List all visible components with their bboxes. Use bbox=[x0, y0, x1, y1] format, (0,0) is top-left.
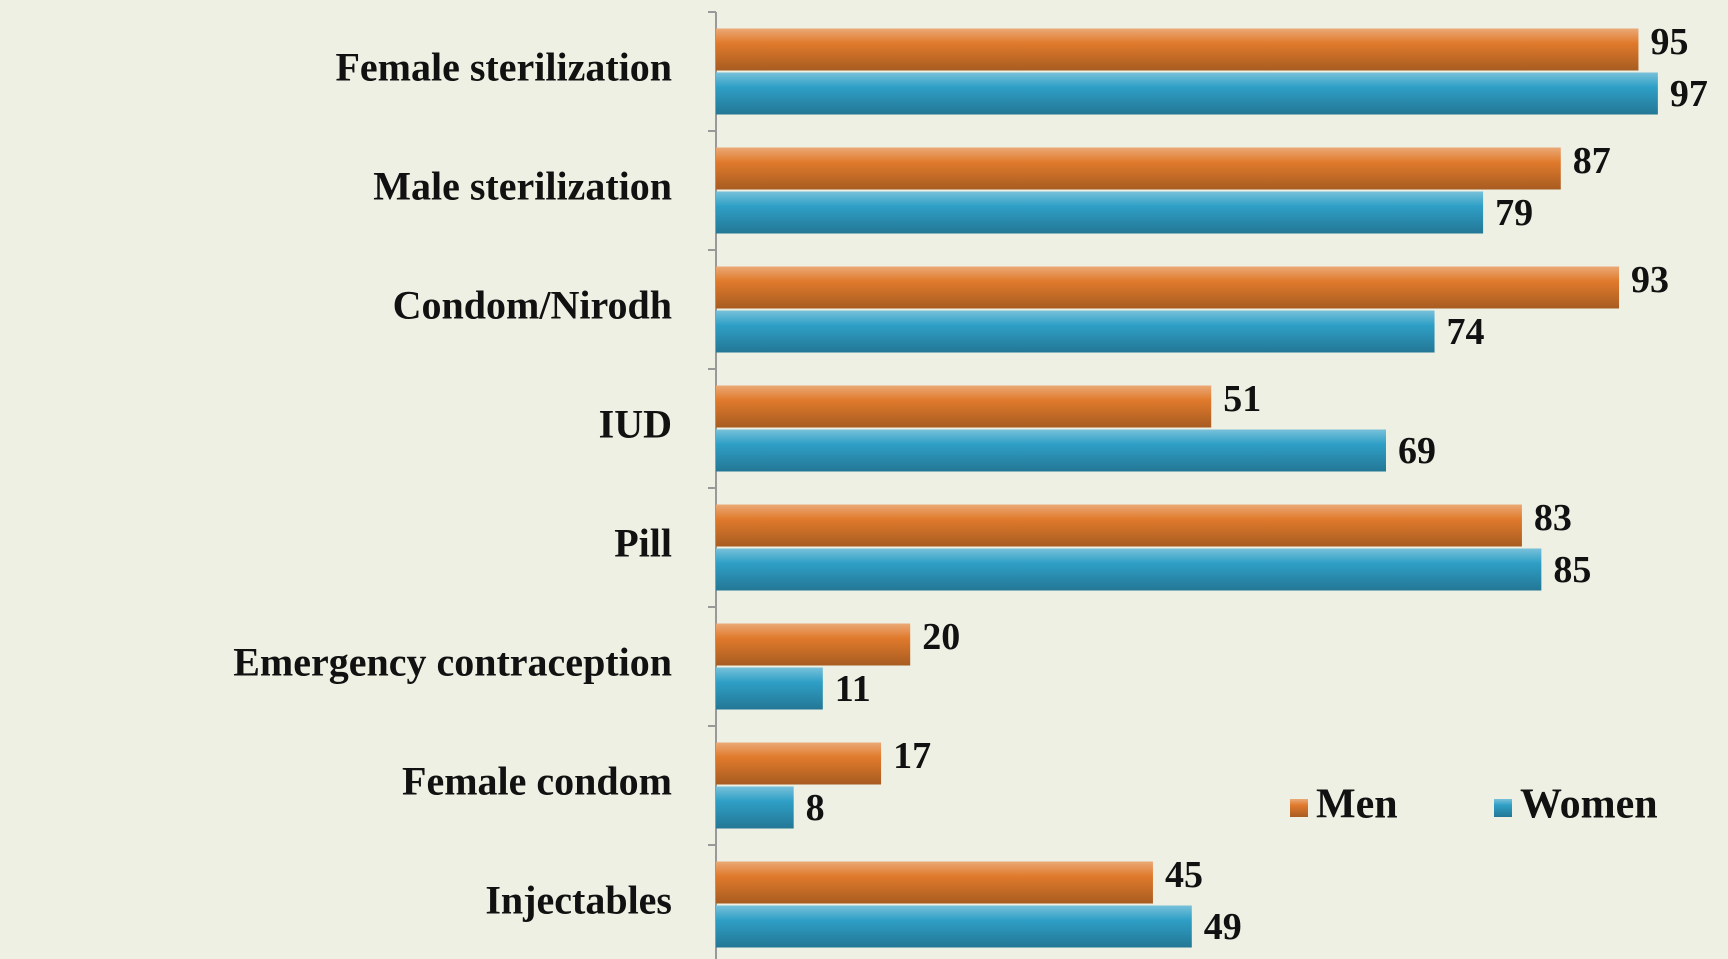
bar bbox=[716, 28, 1639, 71]
value-label: 49 bbox=[1204, 906, 1242, 948]
value-label: 95 bbox=[1650, 21, 1688, 63]
value-label: 20 bbox=[922, 616, 960, 658]
value-label: 83 bbox=[1534, 497, 1572, 539]
value-label: 85 bbox=[1553, 549, 1591, 591]
bar bbox=[716, 667, 823, 710]
y-tick-label: Injectables bbox=[485, 878, 672, 923]
bar bbox=[716, 385, 1212, 428]
y-tick-label: Male sterilization bbox=[373, 164, 672, 209]
value-label: 93 bbox=[1631, 259, 1669, 301]
bar bbox=[716, 623, 911, 666]
legend-swatch bbox=[1494, 799, 1512, 817]
y-tick-label: Emergency contraception bbox=[233, 640, 672, 685]
bar bbox=[716, 786, 794, 829]
bar bbox=[716, 861, 1153, 904]
value-label: 45 bbox=[1165, 854, 1203, 896]
value-label: 51 bbox=[1223, 378, 1261, 420]
value-label: 69 bbox=[1398, 430, 1436, 472]
bar bbox=[716, 742, 882, 785]
value-label: 97 bbox=[1670, 73, 1708, 115]
value-label: 17 bbox=[893, 735, 931, 777]
bar bbox=[716, 266, 1620, 309]
legend-swatch bbox=[1290, 799, 1308, 817]
bar bbox=[716, 905, 1192, 948]
bar bbox=[716, 72, 1658, 115]
value-label: 79 bbox=[1495, 192, 1533, 234]
legend-label: Men bbox=[1316, 782, 1398, 828]
value-label: 87 bbox=[1573, 140, 1611, 182]
value-label: 11 bbox=[835, 668, 871, 710]
bar bbox=[716, 548, 1542, 591]
legend-label: Women bbox=[1520, 782, 1658, 828]
bar bbox=[716, 147, 1561, 190]
y-tick-label: IUD bbox=[599, 402, 672, 447]
y-tick-label: Female condom bbox=[402, 759, 672, 804]
y-tick-label: Female sterilization bbox=[335, 45, 672, 90]
y-tick-label: Pill bbox=[614, 521, 672, 566]
bar bbox=[716, 429, 1386, 472]
bar bbox=[716, 504, 1522, 547]
y-tick-label: Condom/Nirodh bbox=[393, 283, 672, 328]
value-label: 74 bbox=[1447, 311, 1485, 353]
value-label: 8 bbox=[806, 787, 825, 829]
bar bbox=[716, 191, 1484, 234]
bar bbox=[716, 310, 1435, 353]
